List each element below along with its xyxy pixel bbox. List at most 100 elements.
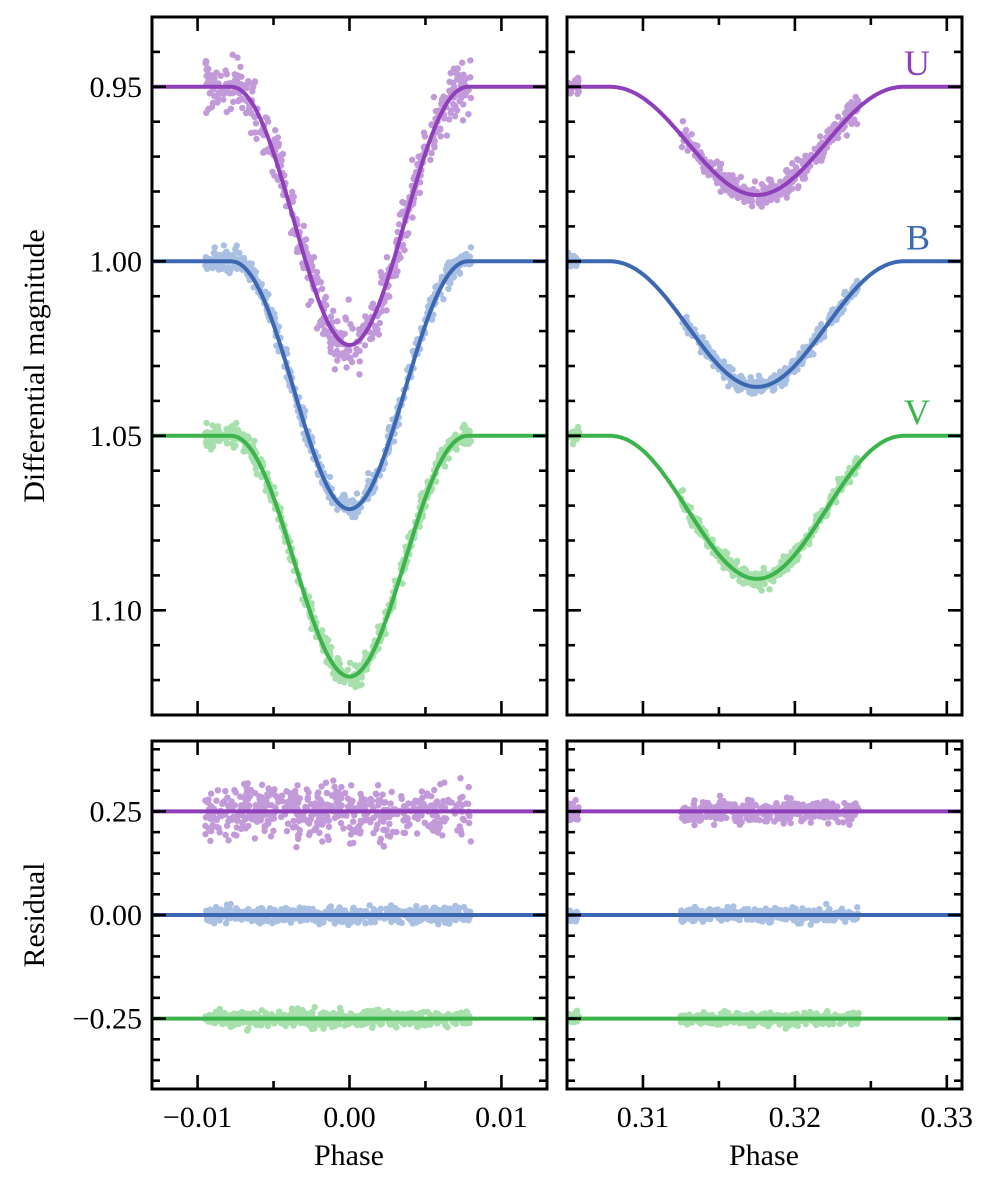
residual-point-U	[436, 823, 443, 831]
data-point-U	[261, 148, 268, 155]
residual-point-U	[398, 793, 405, 800]
residual-point-U	[209, 821, 216, 829]
data-point-U	[205, 70, 212, 78]
residual-point-U	[716, 792, 724, 799]
residual-point-U	[325, 823, 333, 831]
data-point-U	[801, 173, 808, 180]
residual-point-U	[231, 786, 238, 794]
data-point-V	[853, 455, 860, 462]
data-point-U	[313, 268, 321, 276]
residual-point-U	[244, 780, 251, 787]
residual-point-U	[374, 797, 382, 804]
data-point-V	[438, 446, 445, 453]
data-point-U	[713, 158, 721, 165]
residual-point-U	[350, 818, 357, 825]
data-point-U	[205, 65, 212, 72]
residual-point-U	[283, 827, 291, 835]
data-point-B	[781, 364, 789, 372]
residual-point-U	[766, 812, 773, 819]
residual-point-B	[356, 916, 363, 924]
residual-point-U	[229, 816, 236, 823]
residual-point-U	[225, 802, 232, 809]
data-point-V	[209, 443, 217, 450]
residual-point-V	[299, 1006, 306, 1014]
residual-point-U	[290, 802, 297, 809]
residual-point-U	[231, 802, 238, 809]
residual-point-B	[807, 921, 814, 928]
residual-point-U	[305, 789, 312, 796]
residual-point-U	[404, 823, 411, 830]
data-point-U	[317, 279, 324, 286]
panel-frame	[150, 739, 549, 1091]
data-point-U	[459, 59, 466, 66]
data-point-V	[361, 649, 369, 656]
residual-series-U-group	[152, 775, 547, 851]
data-point-U	[834, 113, 842, 120]
data-point-U	[342, 316, 350, 323]
residual-series-U-group	[567, 792, 962, 829]
residual-point-V	[320, 1009, 327, 1016]
data-point-U	[300, 222, 307, 229]
residual-point-U	[834, 803, 841, 810]
residual-point-B	[350, 908, 357, 915]
residual-point-U	[343, 812, 350, 819]
residual-point-U	[440, 797, 447, 805]
data-point-B	[220, 242, 228, 249]
data-point-U	[361, 322, 368, 329]
data-point-U	[352, 351, 359, 358]
residual-point-U	[304, 796, 311, 803]
data-point-B	[814, 325, 821, 333]
data-point-U	[432, 107, 440, 115]
residual-point-V	[341, 1022, 348, 1029]
residual-point-U	[691, 821, 698, 829]
residual-point-U	[268, 802, 275, 809]
residual-point-U	[331, 814, 339, 822]
model-line-B	[152, 259, 547, 512]
data-point-U	[451, 113, 459, 120]
residual-point-U	[290, 817, 297, 825]
data-point-B	[754, 378, 762, 386]
residual-point-U	[251, 835, 259, 842]
data-point-U	[345, 296, 352, 303]
residual-point-U	[752, 802, 759, 809]
data-point-U	[217, 72, 224, 80]
data-point-U	[789, 169, 796, 176]
residual-point-U	[814, 799, 821, 807]
residual-point-U	[431, 786, 438, 794]
residual-point-V	[311, 1025, 318, 1032]
residual-point-U	[263, 797, 270, 804]
data-point-U	[453, 107, 461, 114]
residual-point-U	[337, 819, 345, 827]
residual-point-U	[424, 790, 431, 797]
data-point-B	[443, 262, 451, 269]
data-point-B	[265, 291, 272, 298]
residual-point-V	[337, 1007, 344, 1015]
residual-point-U	[258, 813, 265, 820]
residual-point-B	[222, 920, 230, 927]
residual-point-B	[342, 916, 349, 923]
residual-point-V	[311, 1003, 318, 1011]
data-point-B	[233, 242, 240, 249]
data-point-B	[778, 382, 785, 390]
residual-series-B-group	[567, 900, 962, 928]
data-point-U	[467, 94, 475, 102]
residual-point-U	[333, 799, 340, 806]
data-point-U	[783, 191, 790, 198]
data-point-U	[758, 180, 765, 188]
residual-point-V	[250, 1009, 257, 1017]
data-point-U	[334, 318, 341, 325]
residual-point-U	[362, 796, 369, 804]
residual-point-U	[763, 818, 770, 825]
data-point-U	[682, 126, 690, 134]
residual-point-V	[289, 1011, 296, 1019]
residual-point-U	[208, 790, 215, 797]
residual-point-U	[318, 801, 326, 808]
residual-point-U	[271, 786, 278, 793]
residual-point-V	[281, 1019, 288, 1027]
residual-point-U	[356, 800, 363, 808]
data-point-U	[232, 76, 239, 84]
residual-point-U	[773, 800, 780, 807]
data-point-U	[679, 118, 687, 125]
residual-point-B	[362, 920, 369, 927]
residual-point-B	[205, 916, 213, 923]
